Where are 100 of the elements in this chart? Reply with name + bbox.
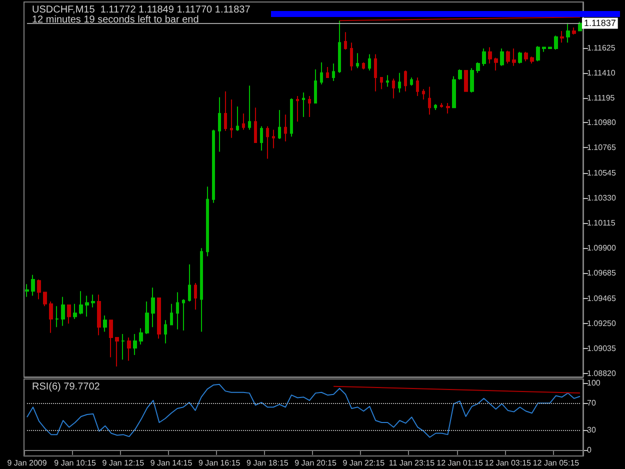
candlestick [73, 303, 77, 320]
candlestick [121, 334, 125, 360]
candlestick [524, 51, 528, 62]
y-tick-label: 70 [587, 398, 596, 408]
candlestick [139, 328, 143, 345]
candlestick [212, 129, 215, 204]
candlestick [338, 20, 341, 74]
ref-line-label: 1.11837 [584, 18, 616, 28]
x-tick-label: 9 Jan 16:15 [198, 458, 241, 468]
x-tick-label: 12 Jan 03:15 [484, 458, 532, 468]
candlestick [302, 92, 305, 118]
candlestick [115, 337, 119, 368]
candlestick [79, 290, 83, 315]
candlestick [194, 282, 197, 310]
candlestick [188, 264, 191, 302]
candlestick [224, 90, 227, 132]
x-tick-label: 9 Jan 12:15 [102, 458, 145, 468]
y-tick-label: 1.10765 [587, 143, 616, 152]
candlestick [530, 56, 534, 64]
y-tick-label: 1.09685 [587, 268, 616, 278]
candlestick [272, 129, 275, 149]
candlestick [554, 35, 558, 50]
candlestick [392, 78, 395, 99]
x-tick-label: 9 Jan 2009 [7, 458, 48, 468]
candlestick [266, 126, 269, 160]
candlestick [151, 287, 155, 328]
candlestick [170, 303, 173, 326]
y-tick-label: 1.10980 [587, 118, 616, 128]
y-tick-label: 100 [587, 378, 601, 388]
y-tick-label: 1.09465 [587, 294, 616, 304]
y-tick-label: 1.09250 [587, 319, 616, 328]
candlestick [206, 186, 209, 257]
x-tick-label: 12 Jan 05:15 [532, 458, 580, 468]
text: 12 minutes 19 seconds left to bar end [32, 14, 199, 26]
y-tick-label: 1.10545 [587, 168, 616, 178]
candlestick [290, 98, 293, 138]
candlestick [296, 96, 299, 122]
candlestick [440, 102, 443, 108]
x-tick-label: 9 Jan 10:15 [54, 458, 97, 468]
candlestick [470, 68, 474, 94]
candlestick [428, 86, 431, 116]
candlestick [176, 292, 179, 330]
chart-title: RSI(6) 79.7702 [32, 382, 100, 392]
candlestick [278, 109, 281, 140]
candlestick [398, 72, 401, 94]
candlestick [446, 102, 450, 114]
candlestick [404, 70, 407, 92]
y-tick-label: 1.11410 [587, 68, 616, 78]
x-tick-label: 9 Jan 20:15 [294, 458, 337, 468]
candlestick [61, 296, 65, 326]
candlestick [97, 294, 101, 336]
candlestick [25, 284, 29, 298]
candlestick [43, 292, 47, 307]
candlestick [182, 298, 185, 332]
candlestick [536, 46, 540, 62]
candlestick [566, 22, 570, 44]
x-tick-label: 11 Jan 23:15 [388, 458, 436, 468]
candlestick [284, 114, 287, 142]
candlestick [500, 48, 504, 66]
candlestick [308, 96, 311, 118]
candlestick [362, 62, 365, 70]
candlestick [494, 57, 498, 71]
candlestick [332, 63, 335, 82]
candlestick [91, 294, 95, 308]
candlestick [476, 62, 480, 74]
candlestick [572, 27, 576, 36]
x-tick-label: 9 Jan 14:15 [150, 458, 193, 468]
x-tick-label: 9 Jan 22:15 [342, 458, 386, 468]
candlestick [356, 52, 359, 69]
candlestick [488, 46, 492, 64]
candlestick [127, 337, 131, 362]
candlestick [164, 320, 167, 344]
y-tick-label: 30 [587, 425, 596, 434]
candlestick [236, 106, 239, 132]
candlestick [458, 68, 462, 80]
candlestick [31, 274, 35, 296]
candlestick [464, 70, 468, 92]
candlestick [248, 85, 251, 130]
x-tick-label: 9 Jan 18:15 [246, 458, 289, 468]
candlestick [410, 76, 413, 86]
candlestick [103, 314, 107, 332]
candlestick [218, 96, 221, 152]
candlestick [350, 42, 353, 71]
y-tick-label: 1.09900 [587, 244, 616, 253]
candlestick [260, 126, 263, 152]
candlestick [506, 50, 510, 64]
candlestick [320, 62, 323, 85]
y-tick-label: 1.11625 [587, 43, 616, 52]
candlestick [518, 51, 522, 64]
candlestick [85, 295, 89, 318]
candlestick [560, 30, 564, 44]
candlestick [422, 88, 425, 100]
candlestick [109, 320, 113, 358]
candlestick [145, 301, 149, 335]
candlestick [55, 306, 59, 328]
candlestick [254, 107, 257, 143]
candlestick [434, 104, 437, 110]
candlestick [133, 334, 137, 356]
x-tick-label: 12 Jan 01:15 [436, 458, 484, 468]
y-tick-label: 1.10115 [587, 218, 616, 228]
